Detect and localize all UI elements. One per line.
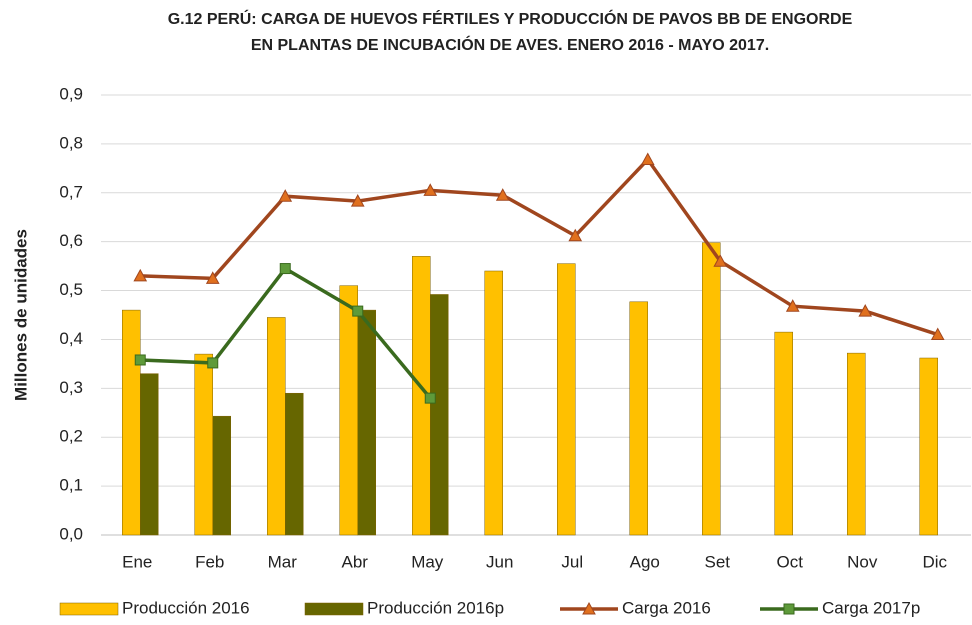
y-tick-label: 0,7 xyxy=(59,182,83,201)
y-tick-label: 0,0 xyxy=(59,524,83,543)
y-tick-label: 0,1 xyxy=(59,476,83,495)
bar xyxy=(212,415,231,536)
line-marker xyxy=(352,305,364,317)
bar xyxy=(484,270,503,536)
legend-swatch xyxy=(304,602,364,616)
bar xyxy=(357,309,376,536)
line-marker xyxy=(134,354,146,366)
x-tick-label: Dic xyxy=(922,552,947,571)
legend-label: Carga 2017p xyxy=(822,598,920,617)
line-marker xyxy=(207,357,219,369)
bar xyxy=(140,373,159,536)
x-tick-label: Mar xyxy=(268,552,298,571)
y-tick-label: 0,3 xyxy=(59,378,83,397)
line-marker xyxy=(424,392,436,404)
line-marker xyxy=(495,188,510,201)
legend-label: Producción 2016 xyxy=(122,598,250,617)
y-tick-label: 0,4 xyxy=(59,329,83,348)
bar xyxy=(847,352,866,536)
line-marker xyxy=(278,189,293,202)
bar xyxy=(557,263,576,536)
y-tick-label: 0,9 xyxy=(59,84,83,103)
legend-swatch xyxy=(582,601,596,615)
line-marker xyxy=(568,228,583,242)
line-marker xyxy=(423,183,438,196)
legend-swatch xyxy=(783,603,795,615)
line-marker xyxy=(205,271,220,284)
line xyxy=(140,156,939,337)
bar xyxy=(430,294,449,536)
y-tick-label: 0,8 xyxy=(59,133,83,152)
y-tick-label: 0,2 xyxy=(59,427,83,446)
bar xyxy=(919,357,938,536)
line-marker xyxy=(713,254,728,267)
line-marker xyxy=(858,304,873,317)
x-tick-label: Nov xyxy=(847,552,878,571)
chart-title: G.12 PERÚ: CARGA DE HUEVOS FÉRTILES Y PR… xyxy=(168,9,853,28)
y-axis-label: Millones de unidades xyxy=(11,229,30,401)
x-tick-label: Ene xyxy=(122,552,152,571)
bar xyxy=(339,285,358,536)
legend-label: Producción 2016p xyxy=(367,598,504,617)
x-tick-label: Oct xyxy=(777,552,804,571)
x-tick-label: Ago xyxy=(630,552,660,571)
x-tick-label: May xyxy=(411,552,444,571)
legend-swatch xyxy=(59,602,119,616)
bar xyxy=(267,317,286,536)
line-marker xyxy=(640,152,655,166)
legend-label: Carga 2016 xyxy=(622,598,711,617)
x-tick-label: Set xyxy=(704,552,730,571)
x-tick-label: Feb xyxy=(195,552,224,571)
bar xyxy=(285,392,304,536)
x-tick-label: Jul xyxy=(561,552,583,571)
bar xyxy=(629,301,648,536)
line-marker xyxy=(133,268,148,282)
line-marker xyxy=(350,194,365,207)
chart-title: EN PLANTAS DE INCUBACIÓN DE AVES. ENERO … xyxy=(251,35,769,54)
x-tick-label: Abr xyxy=(342,552,369,571)
bar xyxy=(194,353,213,536)
x-tick-label: Jun xyxy=(486,552,513,571)
bar xyxy=(122,309,141,536)
bar xyxy=(702,242,721,536)
y-tick-label: 0,5 xyxy=(59,280,83,299)
line-marker xyxy=(279,263,291,275)
y-tick-label: 0,6 xyxy=(59,231,83,250)
line-marker xyxy=(930,327,945,341)
line-marker xyxy=(785,299,800,312)
bar xyxy=(774,331,793,536)
